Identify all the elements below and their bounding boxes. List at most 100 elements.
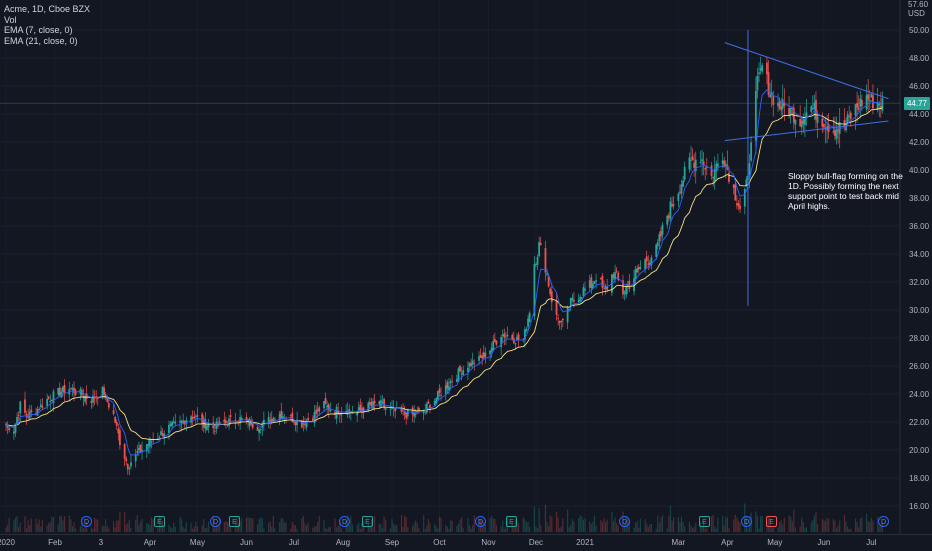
volume-bar [40, 526, 42, 532]
earnings-event-badge[interactable]: E [766, 516, 777, 527]
candle-body [361, 408, 363, 411]
volume-bar [173, 522, 175, 532]
volume-bar [150, 517, 153, 532]
candle-body [234, 419, 237, 421]
candle-body [481, 355, 484, 359]
volume-bar [445, 524, 447, 532]
volume-bar [48, 523, 50, 532]
candle-body [185, 420, 188, 424]
earnings-event-badge[interactable]: E [362, 516, 373, 527]
dividend-event-badge[interactable]: D [619, 516, 630, 527]
legend-symbol[interactable]: Acme, 1D, Cboe BZX [4, 4, 91, 14]
volume-bar [82, 528, 85, 532]
candle-body [373, 400, 376, 404]
candle-body [672, 204, 675, 206]
candle-body [810, 106, 813, 112]
volume-bar [739, 522, 741, 532]
volume-bar [92, 528, 94, 532]
volume-bar [307, 522, 309, 532]
volume-bar [535, 526, 537, 532]
dividend-event-badge[interactable]: D [475, 516, 486, 527]
candle-body [580, 297, 583, 299]
dividend-event-badge[interactable]: D [741, 516, 752, 527]
dividend-event-badge[interactable]: D [81, 516, 92, 527]
candle-body [756, 75, 759, 91]
candle-body [269, 420, 272, 424]
volume-bar [13, 520, 15, 532]
candle-body [455, 379, 458, 382]
volume-bar [793, 509, 795, 532]
candle-body [378, 401, 381, 405]
volume-bar [280, 517, 282, 532]
candle-body [639, 267, 642, 269]
time-tick-label: Jul [288, 538, 300, 547]
volume-bar [859, 518, 861, 532]
volume-bar [603, 518, 605, 532]
volume-bar [567, 509, 569, 532]
volume-bar [794, 527, 797, 532]
time-axis[interactable]: 2020 Feb 3 Apr May Jun Jul Aug Sep Oct Nov Dec 2021 M… [0, 534, 932, 551]
volume-bar [529, 526, 531, 532]
candle-body [372, 401, 374, 409]
time-tick-label: Sep [384, 538, 400, 547]
volume-bar [858, 527, 860, 532]
volume-bar [865, 513, 868, 532]
price-tick-label: 30.00 [909, 306, 930, 315]
time-tick-label: Jul [866, 538, 877, 547]
volume-bar [722, 515, 724, 532]
volume-bar [837, 525, 839, 532]
candle-body [391, 408, 393, 410]
volume-bar [106, 526, 108, 532]
candle-body [599, 278, 602, 280]
volume-bar [514, 518, 516, 532]
candle-body [612, 274, 615, 278]
volume-bar [579, 515, 581, 532]
volume-bar [467, 518, 469, 532]
dividend-event-badge[interactable]: D [878, 516, 889, 527]
volume-bar [108, 528, 110, 532]
earnings-event-badge[interactable]: E [154, 516, 165, 527]
volume-bar [568, 527, 570, 532]
earnings-event-badge[interactable]: E [506, 516, 517, 527]
volume-bar [446, 526, 448, 532]
chart-annotation[interactable]: Sloppy bull-flag forming on the 1D. Poss… [788, 171, 903, 211]
candle-body [316, 409, 319, 412]
candle-body [758, 72, 760, 75]
candle-body [304, 424, 306, 426]
candle-body [302, 423, 305, 425]
volume-bar [601, 521, 604, 532]
earnings-event-badge[interactable]: E [229, 516, 240, 527]
volume-bar [400, 515, 403, 532]
candle-body [754, 90, 757, 141]
volume-bar [457, 523, 460, 532]
legend-ema-slow[interactable]: EMA (21, close, 0) [4, 35, 78, 46]
volume-bar [592, 521, 594, 532]
candle-body [460, 373, 463, 375]
earnings-event-badge[interactable]: E [699, 516, 710, 527]
candle-body [405, 412, 408, 419]
candle-body [182, 420, 185, 424]
candle-body [523, 329, 526, 340]
volume-bar [710, 516, 713, 532]
volume-bar [294, 525, 297, 532]
volume-bar [328, 527, 330, 532]
legend-volume[interactable]: Vol [4, 14, 17, 25]
candle-body [870, 93, 873, 98]
dividend-event-badge[interactable]: D [339, 516, 350, 527]
dividend-event-badge[interactable]: D [210, 516, 221, 527]
candle-body [584, 288, 586, 291]
legend-ema-fast[interactable]: EMA (7, close, 0) [4, 25, 73, 35]
candle-body [259, 429, 262, 431]
candle-body [644, 259, 647, 270]
candle-body [666, 215, 669, 225]
candle-body [411, 407, 414, 415]
volume-bar [112, 521, 115, 532]
time-tick-label: Jun [240, 538, 253, 547]
candle-body [546, 273, 548, 275]
volume-bar [473, 515, 475, 532]
volume-bar [147, 523, 149, 532]
candle-body [876, 102, 879, 110]
candle-body [16, 417, 18, 425]
volume-bar [877, 516, 879, 532]
